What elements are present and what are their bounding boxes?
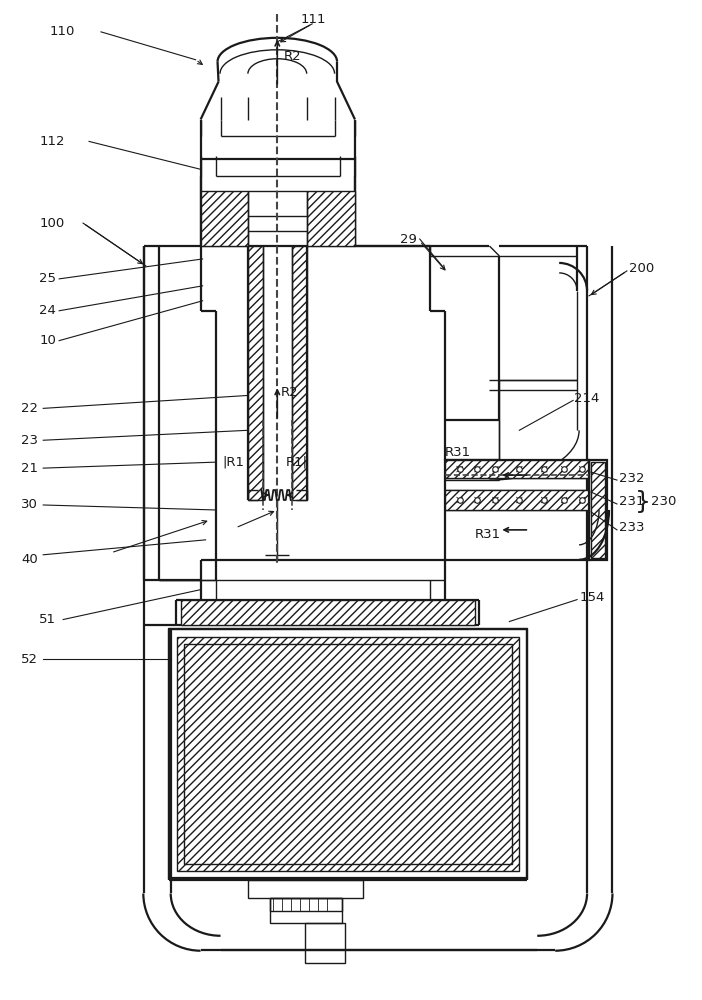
Bar [249,246,263,500]
Bar [270,898,342,923]
Text: 21: 21 [21,462,39,475]
Text: 100: 100 [39,217,65,230]
Text: 230: 230 [651,495,676,508]
Text: 154: 154 [579,591,604,604]
Text: 232: 232 [619,472,644,485]
Bar [307,191,355,246]
Text: }: } [635,490,651,514]
Text: R31: R31 [444,446,471,459]
Bar [184,644,512,864]
Bar [177,637,519,871]
Bar [249,880,363,898]
Text: 10: 10 [39,334,56,347]
Text: 231: 231 [619,495,644,508]
Text: 200: 200 [629,262,654,275]
Bar [270,898,342,911]
Bar [589,460,607,560]
Bar [180,600,475,625]
Bar [591,462,605,558]
Text: 25: 25 [39,272,56,285]
Text: R2: R2 [284,50,301,63]
Bar [168,629,527,878]
Bar [444,490,589,510]
Text: 111: 111 [300,13,326,26]
Bar [444,460,589,560]
Text: R31: R31 [475,528,501,541]
Text: 40: 40 [21,553,38,566]
Text: R2: R2 [280,386,298,399]
Bar [201,191,249,246]
Text: 24: 24 [39,304,56,317]
Bar [305,923,345,963]
Text: 30: 30 [21,498,38,511]
Bar [444,460,589,478]
Text: 214: 214 [574,392,600,405]
Bar [292,246,307,500]
Text: 233: 233 [619,521,644,534]
Text: 22: 22 [21,402,39,415]
Text: R1|: R1| [285,456,307,469]
Text: 110: 110 [49,25,74,38]
Text: 51: 51 [39,613,56,626]
Text: 112: 112 [39,135,65,148]
Text: |R1: |R1 [223,456,244,469]
Text: 23: 23 [21,434,39,447]
Text: 52: 52 [21,653,39,666]
Text: 29: 29 [400,233,417,246]
